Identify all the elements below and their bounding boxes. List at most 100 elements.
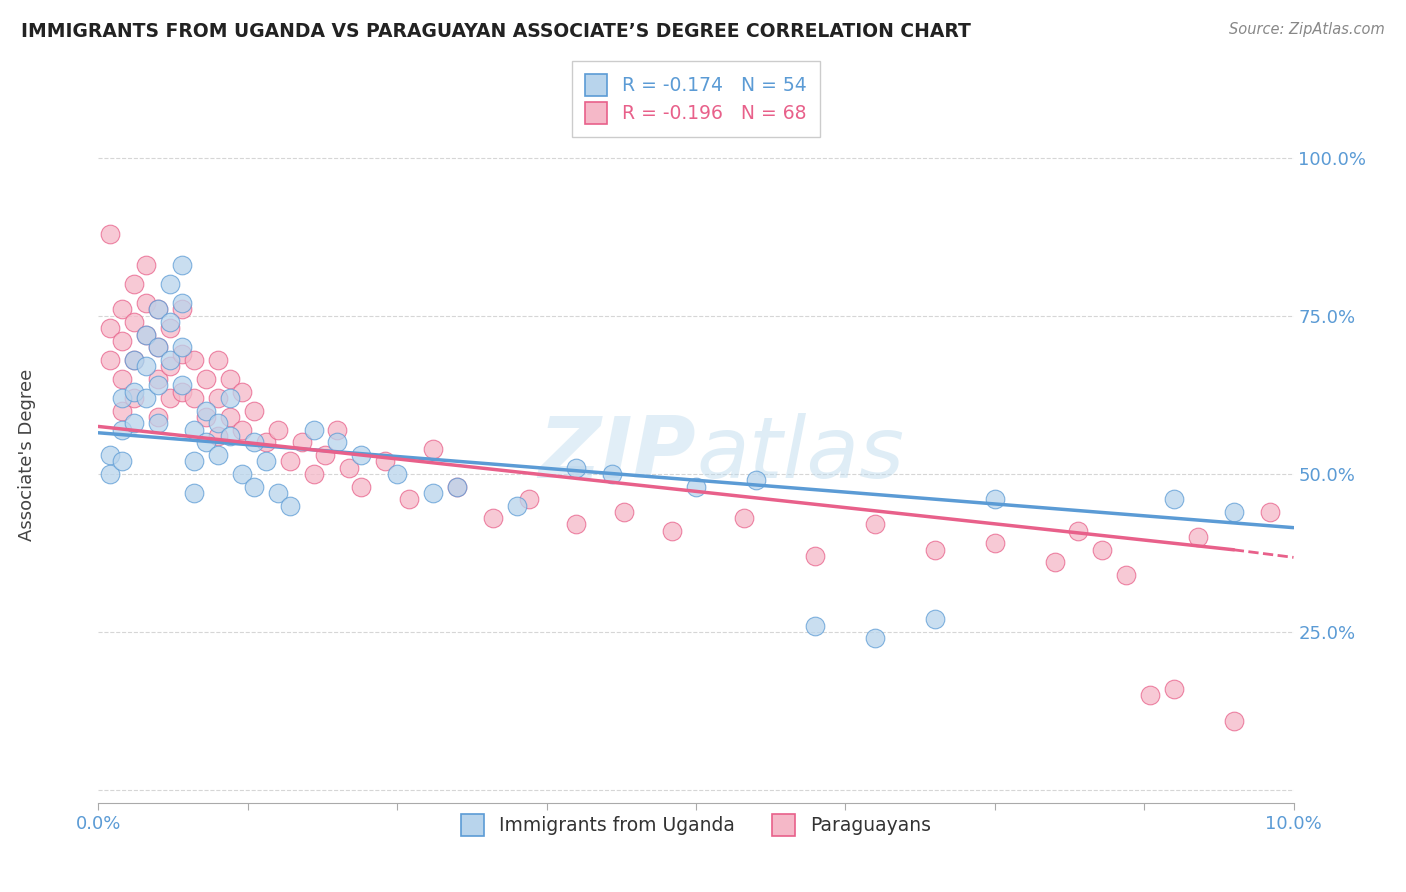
Point	[302, 467, 325, 481]
Point	[98, 227, 122, 241]
Point	[172, 302, 194, 317]
Point	[148, 340, 170, 354]
Point	[183, 391, 205, 405]
Point	[267, 486, 290, 500]
Point	[148, 409, 170, 424]
Point	[1067, 524, 1090, 538]
Point	[231, 384, 253, 399]
Point	[111, 391, 134, 405]
Point	[124, 353, 146, 368]
Point	[231, 467, 253, 481]
Point	[219, 372, 242, 386]
Point	[98, 448, 122, 462]
Point	[350, 448, 373, 462]
Point	[148, 378, 170, 392]
Point	[148, 302, 170, 317]
Point	[661, 524, 683, 538]
Point	[1187, 530, 1209, 544]
Point	[267, 423, 290, 437]
Point	[1091, 542, 1114, 557]
Y-axis label: Associate's Degree: Associate's Degree	[18, 368, 37, 541]
Point	[1258, 505, 1281, 519]
Point	[207, 353, 229, 368]
Point	[302, 423, 325, 437]
Point	[339, 460, 361, 475]
Point	[207, 448, 229, 462]
Text: Source: ZipAtlas.com: Source: ZipAtlas.com	[1229, 22, 1385, 37]
Point	[159, 391, 181, 405]
Point	[124, 277, 146, 292]
Point	[219, 409, 242, 424]
Point	[172, 384, 194, 399]
Point	[243, 435, 266, 450]
Point	[159, 315, 181, 329]
Point	[124, 391, 146, 405]
Point	[924, 612, 946, 626]
Point	[98, 353, 122, 368]
Point	[231, 423, 253, 437]
Point	[159, 353, 181, 368]
Point	[172, 347, 194, 361]
Point	[984, 536, 1007, 550]
Point	[111, 454, 134, 468]
Point	[135, 296, 157, 310]
Point	[517, 492, 540, 507]
Point	[565, 460, 588, 475]
Point	[804, 618, 827, 632]
Point	[148, 302, 170, 317]
Point	[326, 423, 349, 437]
Point	[506, 499, 529, 513]
Point	[148, 372, 170, 386]
Point	[124, 353, 146, 368]
Point	[1223, 714, 1246, 728]
Point	[148, 340, 170, 354]
Point	[482, 511, 505, 525]
Point	[243, 403, 266, 417]
Point	[278, 499, 301, 513]
Point	[207, 391, 229, 405]
Point	[350, 479, 373, 493]
Point	[148, 417, 170, 431]
Point	[865, 517, 887, 532]
Point	[446, 479, 468, 493]
Point	[195, 409, 218, 424]
Point	[326, 435, 349, 450]
Point	[1223, 505, 1246, 519]
Point	[135, 327, 157, 342]
Point	[745, 473, 768, 487]
Point	[865, 632, 887, 646]
Point	[98, 467, 122, 481]
Point	[195, 372, 218, 386]
Point	[613, 505, 636, 519]
Point	[111, 302, 134, 317]
Point	[135, 359, 157, 374]
Point	[111, 403, 134, 417]
Point	[207, 417, 229, 431]
Point	[219, 391, 242, 405]
Point	[1163, 681, 1185, 696]
Point	[565, 517, 588, 532]
Point	[398, 492, 420, 507]
Point	[243, 479, 266, 493]
Point	[124, 315, 146, 329]
Point	[374, 454, 396, 468]
Point	[172, 296, 194, 310]
Point	[984, 492, 1007, 507]
Point	[183, 486, 205, 500]
Point	[111, 423, 134, 437]
Point	[159, 321, 181, 335]
Point	[804, 549, 827, 563]
Point	[195, 403, 218, 417]
Point	[207, 429, 229, 443]
Point	[602, 467, 624, 481]
Point	[124, 384, 146, 399]
Point	[685, 479, 707, 493]
Point	[1043, 556, 1066, 570]
Point	[135, 258, 157, 272]
Point	[111, 372, 134, 386]
Text: ZIP: ZIP	[538, 413, 696, 497]
Point	[135, 391, 157, 405]
Text: IMMIGRANTS FROM UGANDA VS PARAGUAYAN ASSOCIATE’S DEGREE CORRELATION CHART: IMMIGRANTS FROM UGANDA VS PARAGUAYAN ASS…	[21, 22, 972, 41]
Point	[159, 277, 181, 292]
Point	[172, 258, 194, 272]
